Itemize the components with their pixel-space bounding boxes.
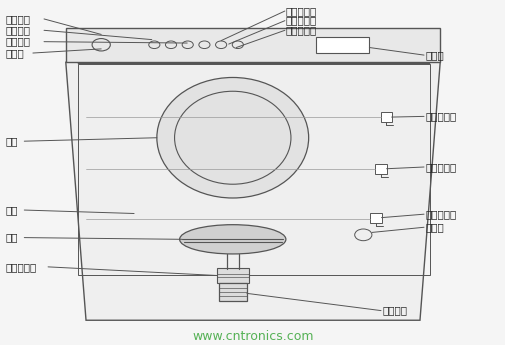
Bar bbox=[370, 213, 381, 223]
Ellipse shape bbox=[157, 78, 308, 198]
Bar bbox=[316, 37, 369, 53]
Polygon shape bbox=[66, 62, 439, 320]
Bar bbox=[218, 283, 246, 301]
Bar bbox=[78, 63, 429, 64]
Text: 啟動按鈕: 啟動按鈕 bbox=[5, 37, 30, 47]
Text: 電磁離合器: 電磁離合器 bbox=[5, 262, 36, 272]
Text: 停止按鈕: 停止按鈕 bbox=[5, 14, 30, 24]
Text: 中水位按鈕: 中水位按鈕 bbox=[285, 16, 317, 26]
Text: www.cntronics.com: www.cntronics.com bbox=[192, 330, 313, 343]
Text: 排水口: 排水口 bbox=[424, 222, 443, 232]
Bar bbox=[375, 164, 386, 174]
Text: 高水位開關: 高水位開關 bbox=[424, 111, 456, 121]
Bar bbox=[78, 64, 429, 275]
Text: 外桶: 外桶 bbox=[5, 205, 18, 215]
Text: 撥盤: 撥盤 bbox=[5, 233, 18, 243]
Ellipse shape bbox=[179, 225, 285, 254]
Bar bbox=[380, 112, 391, 122]
Bar bbox=[66, 28, 439, 62]
Text: 高水位按鈕: 高水位按鈕 bbox=[285, 6, 317, 16]
Text: 洗滌電機: 洗滌電機 bbox=[381, 306, 406, 316]
Text: 低水位開關: 低水位開關 bbox=[424, 209, 456, 219]
Text: 中水位開關: 中水位開關 bbox=[424, 162, 456, 172]
Bar bbox=[216, 268, 248, 283]
Text: 排水按鈕: 排水按鈕 bbox=[5, 25, 30, 35]
Text: 進水口: 進水口 bbox=[5, 48, 24, 58]
Text: 低水位按鈕: 低水位按鈕 bbox=[285, 25, 317, 35]
Text: 內桶: 內桶 bbox=[5, 136, 18, 146]
Text: 顯示器: 顯示器 bbox=[424, 50, 443, 60]
